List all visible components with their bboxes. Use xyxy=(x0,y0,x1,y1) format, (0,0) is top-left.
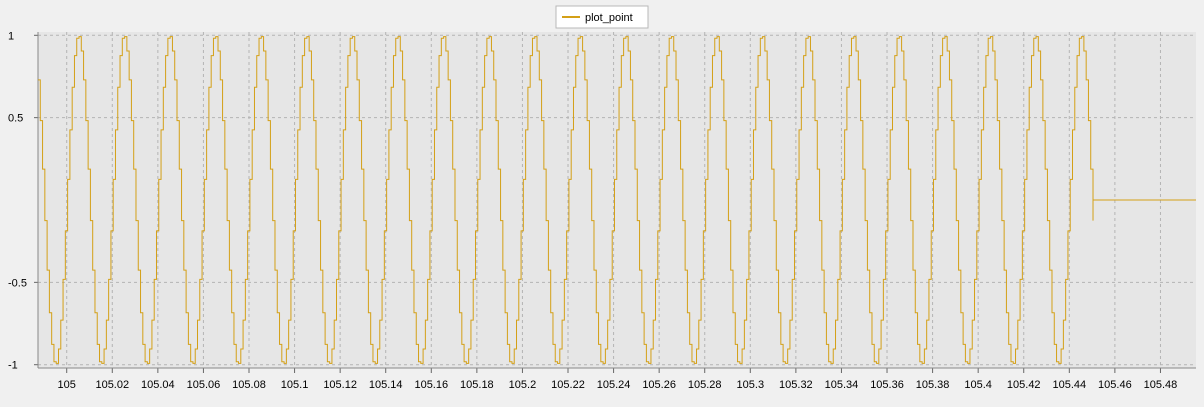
x-tick-label: 105.48 xyxy=(1144,379,1178,391)
y-tick-label: 1 xyxy=(8,30,14,42)
x-tick-label: 105.12 xyxy=(323,379,357,391)
x-tick-label: 105.02 xyxy=(95,379,129,391)
x-tick-label: 105 xyxy=(58,379,76,391)
x-tick-label: 105.46 xyxy=(1098,379,1132,391)
x-tick-label: 105.28 xyxy=(688,379,722,391)
x-tick-label: 105.44 xyxy=(1052,379,1086,391)
x-tick-label: 105.3 xyxy=(737,379,765,391)
x-tick-label: 105.1 xyxy=(281,379,309,391)
axes: 105 105.02 105.04 105.06 105.08 105.1 105.12 10… xyxy=(8,30,1196,391)
legend-label: plot_point xyxy=(585,12,633,24)
x-tick-label: 105.24 xyxy=(597,379,631,391)
y-tick-label: -1 xyxy=(8,360,18,372)
legend: plot_point xyxy=(555,5,649,29)
x-tick-label: 105.36 xyxy=(870,379,904,391)
x-tick-label: 105.4 xyxy=(964,379,992,391)
x-tick-label: 105.38 xyxy=(916,379,950,391)
grid xyxy=(38,32,1196,368)
series-layer xyxy=(38,36,1196,364)
series-line-plot-point xyxy=(38,36,1196,364)
x-tick-label: 105.04 xyxy=(141,379,175,391)
x-tick-label: 105.14 xyxy=(369,379,403,391)
y-tick-label: -0.5 xyxy=(8,277,27,289)
plot-area xyxy=(38,32,1196,368)
x-tick-label: 105.34 xyxy=(825,379,859,391)
x-tick-label: 105.06 xyxy=(187,379,221,391)
y-tick-label: 0.5 xyxy=(8,113,23,125)
x-tick-label: 105.16 xyxy=(414,379,448,391)
legend-box xyxy=(555,5,649,29)
x-tick-label: 105.22 xyxy=(551,379,585,391)
x-tick-label: 105.26 xyxy=(642,379,676,391)
x-tick-label: 105.2 xyxy=(509,379,537,391)
x-tick-label: 105.08 xyxy=(232,379,266,391)
x-tick-label: 105.42 xyxy=(1007,379,1041,391)
x-tick-label: 105.32 xyxy=(779,379,813,391)
x-tick-label: 105.18 xyxy=(460,379,494,391)
